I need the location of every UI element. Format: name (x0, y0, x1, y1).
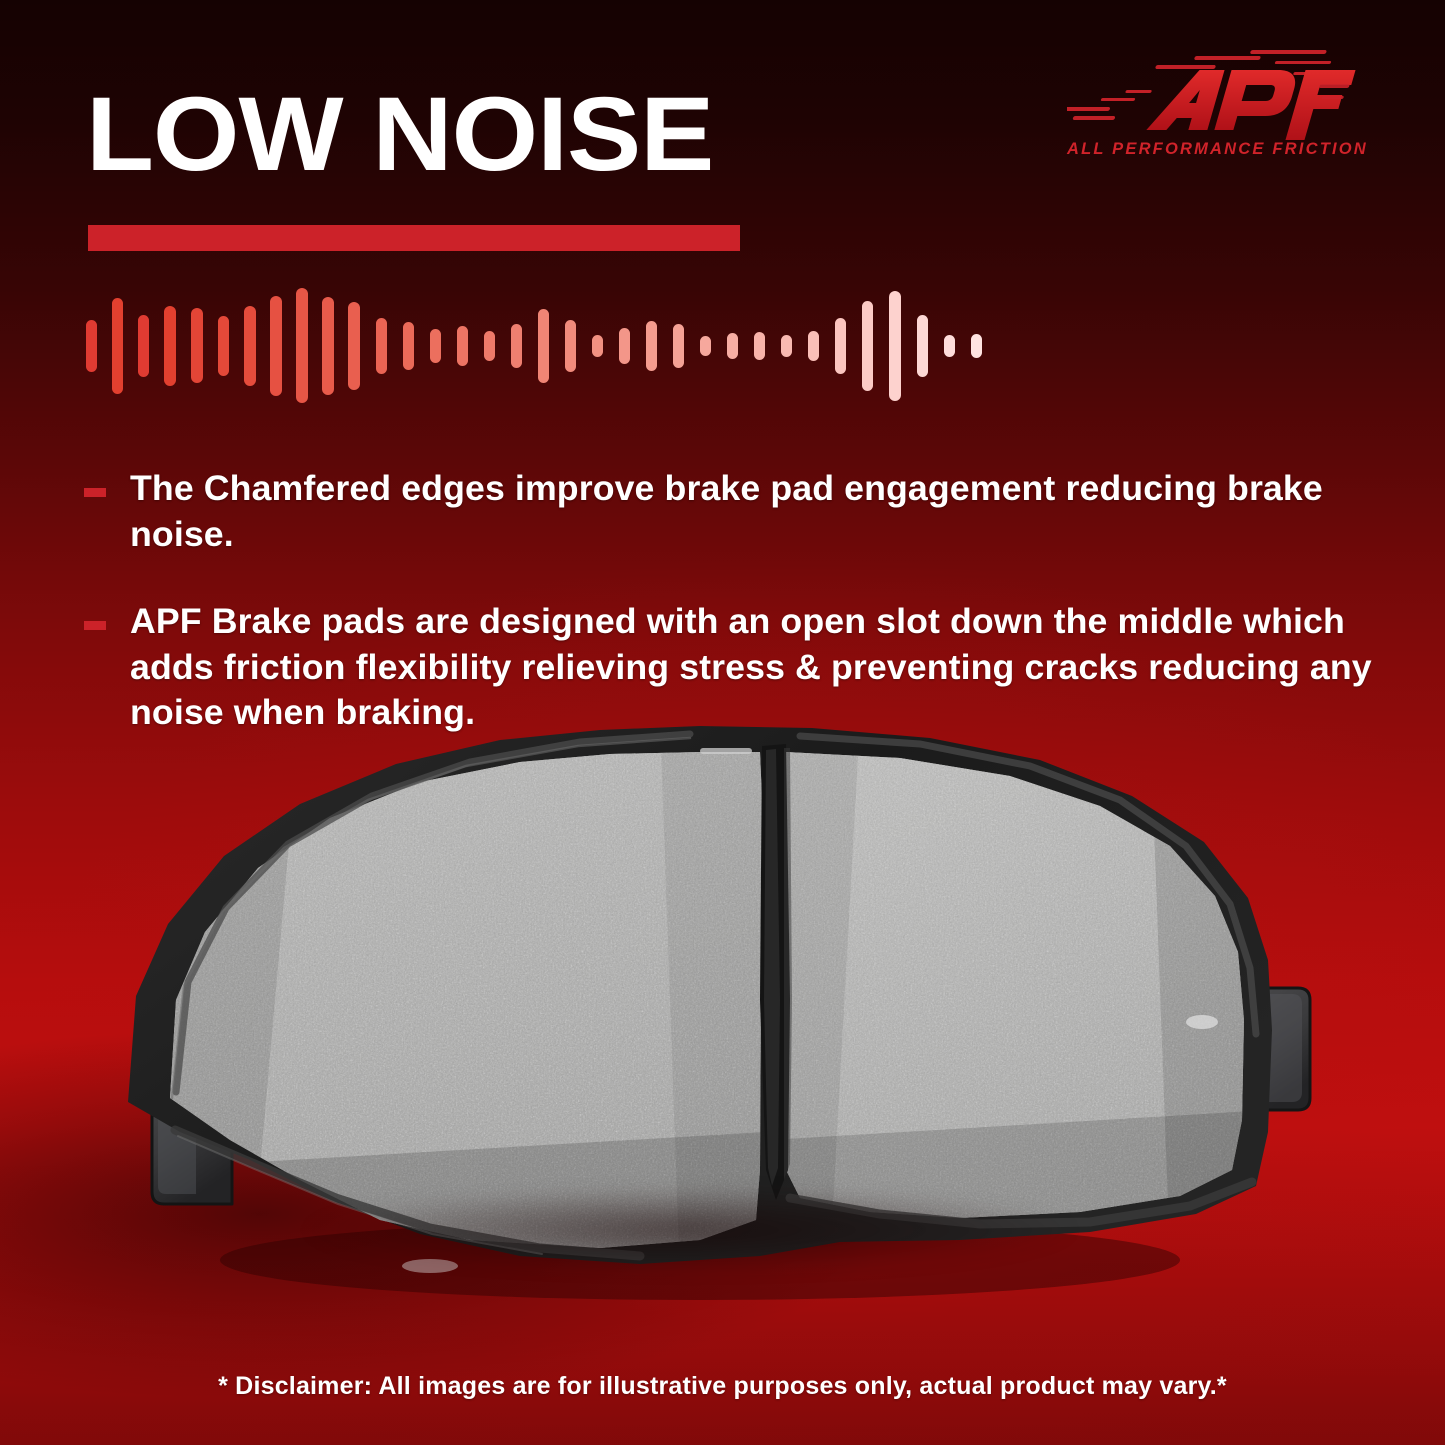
waveform-bar (971, 333, 982, 358)
waveform-bar (565, 319, 576, 372)
waveform-bar (538, 308, 549, 383)
brake-pad-illustration (128, 726, 1312, 1300)
page-title: LOW NOISE (86, 76, 714, 193)
waveform-bar (484, 330, 495, 361)
waveform-bar (218, 315, 229, 376)
speed-lines-right-icon (1319, 84, 1350, 99)
list-item: APF Brake pads are designed with an open… (84, 599, 1384, 736)
waveform-bar (619, 327, 630, 364)
waveform-bar (376, 317, 387, 374)
waveform-bar (112, 297, 123, 394)
waveform-bar (348, 301, 360, 390)
waveform-bar (86, 319, 97, 372)
waveform-bar (244, 305, 256, 386)
waveform-bar (835, 317, 846, 374)
waveform-bar (296, 288, 308, 403)
waveform-bar (862, 300, 873, 391)
waveform-bar (322, 296, 334, 395)
title-underline-rule (88, 225, 740, 251)
waveform-bar (917, 314, 928, 377)
brake-pad-photo (0, 700, 1445, 1340)
waveform-bar (754, 331, 765, 360)
friction-surface-right (786, 752, 1244, 1218)
waveform-bar (808, 330, 819, 361)
waveform-bar (457, 325, 468, 366)
waveform-bar (592, 334, 603, 357)
waveform-bar (430, 328, 441, 363)
sound-wave-graphic (86, 288, 1236, 403)
waveform-bar (191, 308, 203, 383)
bullet-text: APF Brake pads are designed with an open… (130, 602, 1372, 732)
product-drop-shadow (150, 1170, 1230, 1290)
waveform-bar (727, 332, 738, 359)
apf-logo: ALL PERFORMANCE FRICTION (1067, 44, 1367, 169)
feature-bullet-list: The Chamfered edges improve brake pad en… (84, 466, 1384, 778)
apf-logo-mark-icon (1067, 50, 1356, 140)
waveform-bar (138, 314, 149, 377)
waveform-bar (164, 305, 176, 386)
waveform-bar (270, 295, 282, 396)
pad-center-slot (760, 744, 792, 1200)
bullet-text: The Chamfered edges improve brake pad en… (130, 469, 1323, 554)
logo-tagline: ALL PERFORMANCE FRICTION (1067, 140, 1368, 158)
list-item: The Chamfered edges improve brake pad en… (84, 466, 1384, 557)
waveform-bar (646, 320, 657, 371)
waveform-bar (889, 290, 901, 401)
dash-bullet-icon (84, 621, 106, 630)
waveform-bar (403, 321, 414, 370)
disclaimer-text: * Disclaimer: All images are for illustr… (218, 1372, 1227, 1400)
dash-bullet-icon (84, 488, 106, 497)
waveform-bar (944, 334, 955, 357)
waveform-bar (700, 335, 711, 356)
waveform-bar (673, 323, 684, 368)
waveform-bar (781, 334, 792, 357)
waveform-bar (511, 323, 522, 368)
